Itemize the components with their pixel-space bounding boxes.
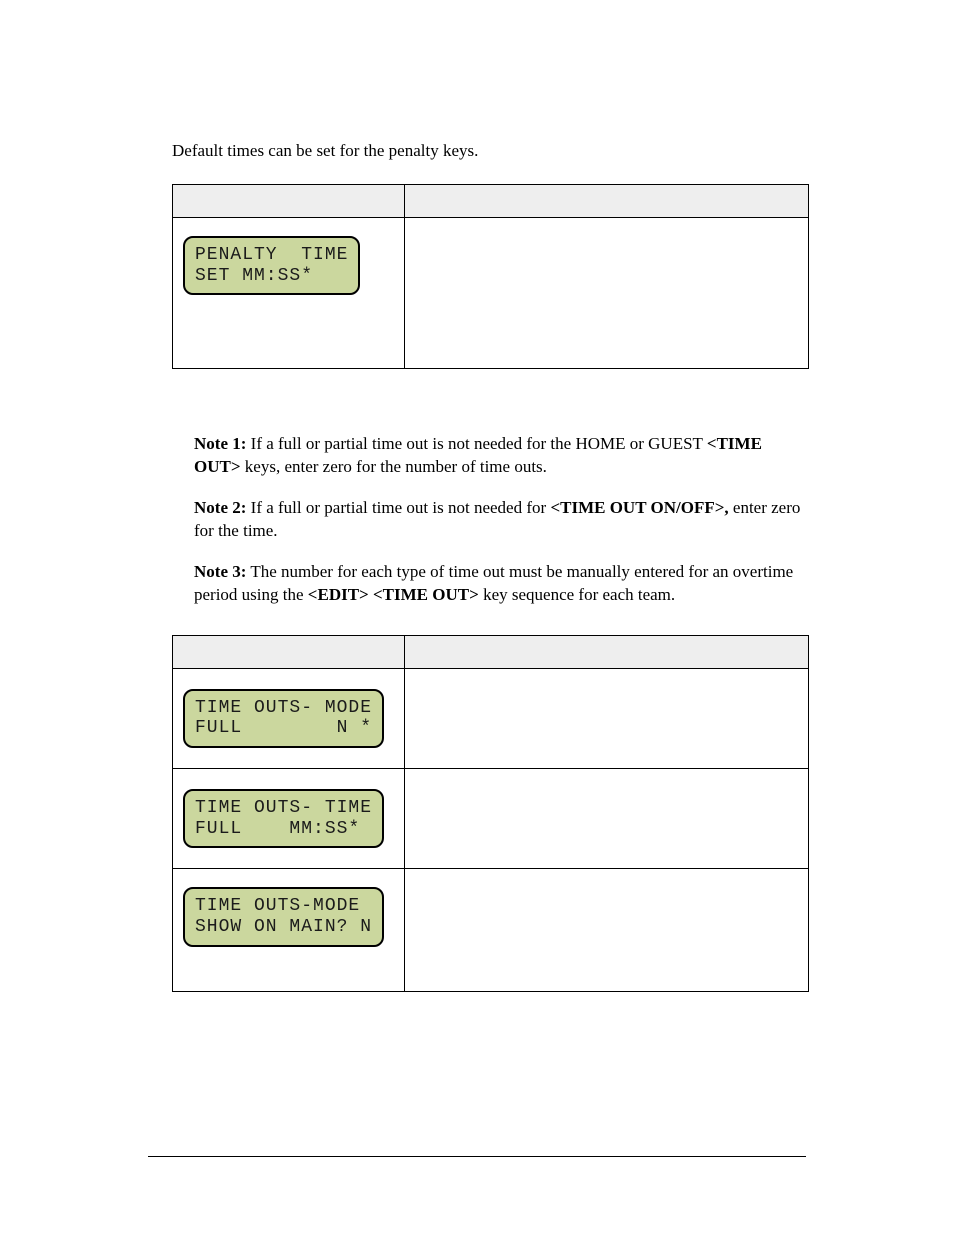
lcd-line2: SET MM:SS* [195, 266, 313, 286]
table-row: PENALTY TIME SET MM:SS* [173, 218, 809, 369]
table-row: TIME OUTS-MODE SHOW ON MAIN? N [173, 869, 809, 992]
lcd-display: TIME OUTS- TIME FULL MM:SS* [183, 789, 384, 848]
lcd-line1: TIME OUTS-MODE [195, 896, 372, 916]
lcd-line1: TIME OUTS- MODE [195, 698, 372, 718]
lcd-display: TIME OUTS-MODE SHOW ON MAIN? N [183, 887, 384, 946]
table-cell-right [405, 669, 808, 765]
lcd-line1: PENALTY TIME [195, 245, 348, 265]
table-cell-right [405, 218, 808, 368]
note-2: Note 2: If a full or partial time out is… [194, 497, 806, 543]
key-ref: <TIME OUT> [373, 585, 479, 604]
table-header-right [405, 635, 809, 668]
table-header-row [173, 185, 809, 218]
table-header-left [173, 185, 405, 218]
table-cell-right [405, 769, 808, 865]
note-1: Note 1: If a full or partial time out is… [194, 433, 806, 479]
key-ref: <TIME OUT ON/OFF>, [550, 498, 728, 517]
table-cell-right [405, 869, 808, 991]
intro-text: Default times can be set for the penalty… [172, 140, 806, 162]
key-ref: <EDIT> [308, 585, 369, 604]
note-label: Note 2: [194, 498, 246, 517]
table-header-right [405, 185, 809, 218]
lcd-line1: TIME OUTS- TIME [195, 798, 372, 818]
lcd-line2: SHOW ON MAIN? N [195, 917, 372, 937]
page: Default times can be set for the penalty… [0, 0, 954, 1235]
table-penalty: PENALTY TIME SET MM:SS* [172, 184, 809, 369]
notes-block: Note 1: If a full or partial time out is… [194, 433, 806, 607]
lcd-display: TIME OUTS- MODE FULL N * [183, 689, 384, 748]
note-label: Note 3: [194, 562, 246, 581]
note-label: Note 1: [194, 434, 246, 453]
table-header-left [173, 635, 405, 668]
lcd-display: PENALTY TIME SET MM:SS* [183, 236, 360, 295]
table-row: TIME OUTS- MODE FULL N * [173, 668, 809, 768]
lcd-line2: FULL N * [195, 718, 372, 738]
table-row: TIME OUTS- TIME FULL MM:SS* [173, 769, 809, 869]
footer-rule [148, 1156, 806, 1157]
table-timeouts: TIME OUTS- MODE FULL N * TIME OUTS- TIME… [172, 635, 809, 993]
note-3: Note 3: The number for each type of time… [194, 561, 806, 607]
table-header-row [173, 635, 809, 668]
lcd-line2: FULL MM:SS* [195, 819, 360, 839]
